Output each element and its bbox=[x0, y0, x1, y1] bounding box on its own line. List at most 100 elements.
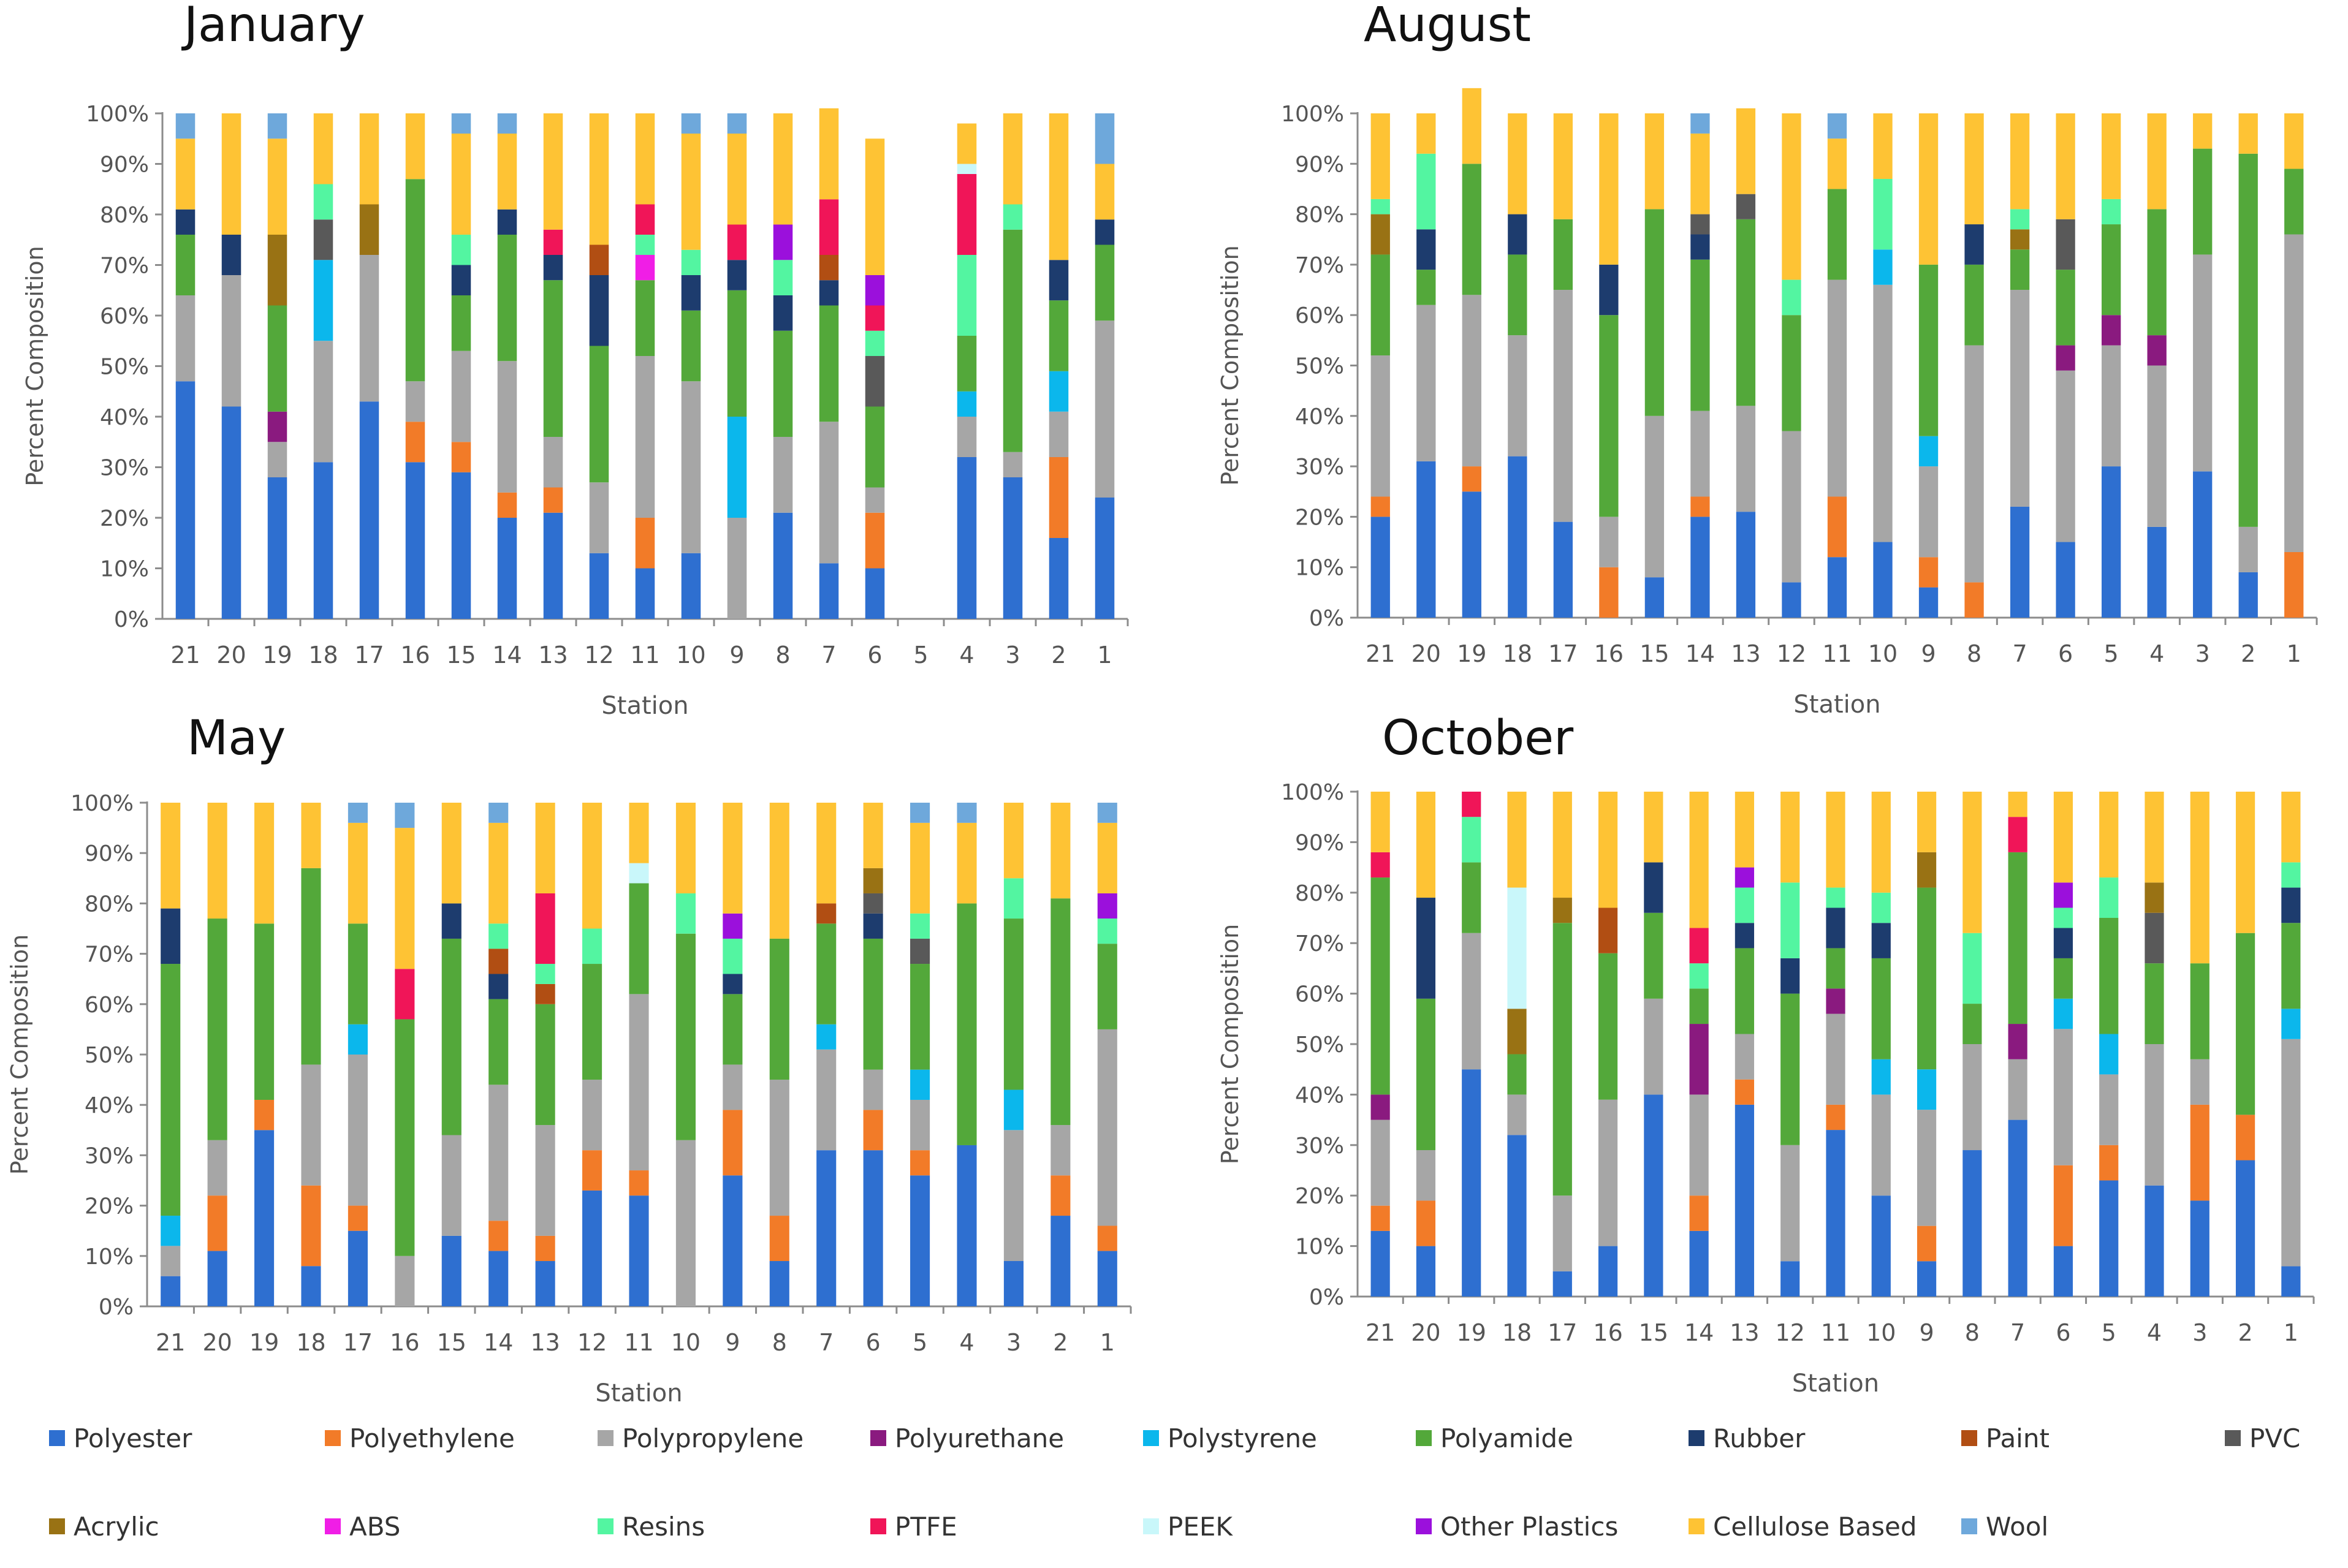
bar-segment-polyamide bbox=[161, 964, 181, 1216]
x-tick-label: 4 bbox=[2149, 640, 2164, 667]
legend-label: Polypropylene bbox=[622, 1423, 804, 1453]
x-tick-label: 10 bbox=[1866, 1319, 1896, 1346]
bar-segment-polyester bbox=[589, 553, 609, 619]
legend-item-polyethylene: Polyethylene bbox=[325, 1417, 515, 1460]
bar-segment-acrylic bbox=[1370, 214, 1390, 255]
bar-segment-polypropylene bbox=[957, 417, 977, 457]
bar-segment-polyester bbox=[1644, 577, 1665, 618]
bar-segment-polyethylene bbox=[1964, 582, 1984, 618]
bar-segment-cellulose-based bbox=[161, 803, 181, 909]
x-tick-label: 3 bbox=[1005, 642, 1020, 668]
bar-segment-polyamide bbox=[865, 406, 885, 488]
bar-segment-polypropylene bbox=[1097, 1029, 1117, 1226]
bar-segment-polystyrene bbox=[161, 1216, 181, 1246]
bar-segment-cellulose-based bbox=[1003, 803, 1024, 879]
bar-segment-resins bbox=[1003, 204, 1023, 230]
bar-segment-polypropylene bbox=[675, 1140, 696, 1306]
bar-segment-polyamide bbox=[405, 179, 425, 382]
x-tick-label: 15 bbox=[1639, 640, 1669, 667]
bar-segment-polystyrene bbox=[2099, 1034, 2119, 1075]
bar-segment-polypropylene bbox=[1552, 1195, 1572, 1271]
y-tick-label: 90% bbox=[85, 841, 134, 866]
bar-segment-rubber bbox=[1690, 234, 1710, 260]
legend-label: Other Plastics bbox=[1440, 1511, 1619, 1542]
bar-segment-polypropylene bbox=[1051, 1125, 1071, 1176]
bar-segment-polypropylene bbox=[1734, 1034, 1755, 1080]
bar-segment-polyethylene bbox=[723, 1110, 743, 1176]
bar-segment-polyester bbox=[1736, 512, 1756, 618]
legend-label: Rubber bbox=[1713, 1423, 1806, 1453]
bar-segment-rubber bbox=[863, 913, 883, 939]
bar-segment-paint bbox=[816, 903, 837, 924]
bar-segment-polyester bbox=[441, 1235, 462, 1306]
legend-item-polyurethane: Polyurethane bbox=[870, 1417, 1064, 1460]
bar-segment-cellulose-based bbox=[2147, 113, 2167, 210]
bar-segment-polypropylene bbox=[451, 350, 471, 442]
bar-segment-polystyrene bbox=[727, 417, 747, 518]
legend-item-abs: ABS bbox=[325, 1505, 400, 1548]
bar-segment-polypropylene bbox=[1964, 345, 1984, 583]
bar-segment-wool bbox=[910, 803, 930, 823]
x-tick-label: 21 bbox=[1366, 1319, 1395, 1346]
x-tick-label: 11 bbox=[630, 642, 659, 668]
bar-segment-polyamide bbox=[819, 305, 839, 422]
bar-segment-cellulose-based bbox=[1003, 113, 1023, 205]
x-axis-title: Station bbox=[601, 692, 688, 720]
bar-segment-polypropylene bbox=[1644, 998, 1663, 1095]
y-tick-label: 100% bbox=[70, 791, 134, 816]
x-tick-label: 7 bbox=[2010, 1319, 2025, 1346]
x-tick-label: 2 bbox=[2238, 1319, 2252, 1346]
bar-segment-pvc bbox=[910, 938, 930, 964]
bar-segment-cellulose-based bbox=[1416, 792, 1436, 898]
legend-item-peek: PEEK bbox=[1143, 1505, 1233, 1548]
bar-segment-rubber bbox=[175, 209, 196, 235]
x-tick-label: 6 bbox=[2058, 640, 2073, 667]
x-tick-label: 4 bbox=[2147, 1319, 2162, 1346]
bar-segment-polyester bbox=[348, 1230, 368, 1306]
bar-segment-rubber bbox=[773, 295, 793, 331]
legend-label: Polyester bbox=[74, 1423, 192, 1453]
bar-segment-polyethylene bbox=[1689, 1195, 1709, 1231]
bar-segment-polyester bbox=[1370, 1230, 1390, 1297]
bar-segment-cellulose-based bbox=[267, 138, 287, 235]
bar-segment-polyethylene bbox=[1462, 466, 1481, 492]
bar-segment-polyester bbox=[865, 568, 885, 619]
bar-segment-wool bbox=[497, 113, 517, 134]
bar-segment-cellulose-based bbox=[2145, 792, 2164, 883]
x-tick-label: 8 bbox=[775, 642, 790, 668]
x-tick-label: 20 bbox=[1411, 1319, 1440, 1346]
bar-segment-cellulose-based bbox=[910, 822, 930, 914]
bar-segment-polyester bbox=[2238, 572, 2258, 618]
x-tick-label: 11 bbox=[1821, 1319, 1850, 1346]
bar-segment-wool bbox=[175, 113, 196, 139]
bar-segment-polyamide bbox=[1095, 244, 1115, 321]
bar-segment-polypropylene bbox=[2056, 370, 2075, 542]
x-tick-label: 19 bbox=[249, 1329, 279, 1356]
y-tick-label: 40% bbox=[100, 405, 149, 430]
bar-segment-ptfe bbox=[543, 229, 563, 255]
bar-segment-pvc bbox=[2056, 219, 2075, 270]
legend-swatch bbox=[1961, 1430, 1977, 1446]
bar-segment-rubber bbox=[727, 260, 747, 290]
x-tick-label: 12 bbox=[1776, 1319, 1805, 1346]
bar-segment-cellulose-based bbox=[254, 803, 275, 924]
bar-segment-polyamide bbox=[1917, 887, 1937, 1070]
x-tick-label: 2 bbox=[1053, 1329, 1068, 1356]
bar-segment-wool bbox=[267, 113, 287, 139]
bar-segment-resins bbox=[1462, 817, 1481, 863]
bar-segment-polyester bbox=[957, 457, 977, 619]
bar-segment-paint bbox=[535, 983, 555, 1004]
bar-segment-polypropylene bbox=[723, 1064, 743, 1110]
bar-segment-resins bbox=[582, 928, 602, 964]
bar-segment-cellulose-based bbox=[635, 113, 655, 205]
bar-segment-polyamide bbox=[2147, 209, 2167, 336]
bar-segment-polyamide bbox=[497, 235, 517, 362]
x-tick-label: 14 bbox=[484, 1329, 513, 1356]
y-axis-title: Percent Composition bbox=[1217, 245, 1244, 485]
y-axis-title: Percent Composition bbox=[21, 246, 48, 486]
bar-segment-polyester bbox=[1917, 1261, 1937, 1297]
bar-segment-polyester bbox=[313, 462, 333, 619]
bar-segment-polyester bbox=[957, 1145, 977, 1306]
chart-title: January bbox=[184, 0, 365, 53]
bar-segment-resins bbox=[635, 235, 655, 255]
